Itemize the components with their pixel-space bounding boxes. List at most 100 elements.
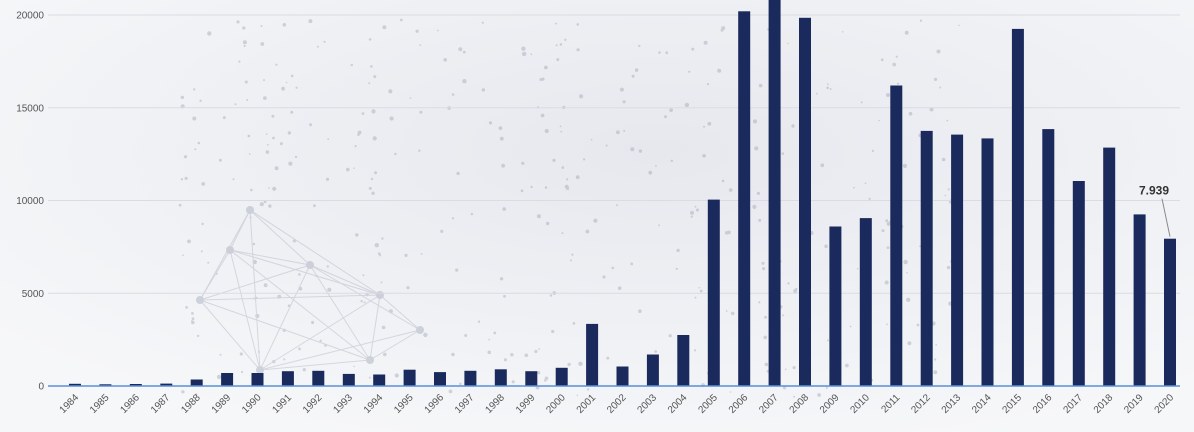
decor-dot (502, 207, 507, 211)
decor-dot (586, 388, 590, 391)
decor-dot (631, 74, 635, 78)
decor-link (199, 209, 251, 301)
decor-dot (829, 88, 832, 90)
decor-dot (944, 194, 947, 197)
decor-dot (902, 163, 908, 168)
decor-dot (694, 296, 697, 299)
decor-dot (292, 239, 296, 243)
decor-link (199, 264, 311, 301)
decor-dot (544, 376, 549, 381)
decor-dot (503, 294, 506, 298)
decor-dot (459, 382, 462, 386)
decor-dot (409, 97, 412, 99)
decor-dot (360, 300, 363, 303)
decor-dot (886, 323, 888, 326)
bar-2020 (1164, 238, 1176, 386)
decor-dot (593, 218, 598, 223)
decor-dot (406, 286, 410, 290)
decor-link (379, 294, 421, 331)
decor-dot (419, 110, 423, 114)
decor-dot (263, 283, 268, 288)
decor-dot (196, 334, 200, 338)
decor-dot (895, 55, 898, 58)
decor-dot (664, 115, 667, 119)
decor-dot (298, 347, 301, 351)
decor-dot (703, 40, 708, 45)
decor-dot (326, 265, 329, 268)
decor-dot (752, 119, 758, 124)
decor-dot (187, 239, 191, 244)
bar-1996 (434, 372, 446, 386)
decor-dot (698, 286, 701, 289)
decor-dot (350, 63, 353, 67)
decor-dot (232, 178, 235, 181)
decor-dot (853, 186, 855, 189)
decor-dot (781, 152, 785, 155)
decor-dot (868, 197, 871, 200)
decor-dot (551, 329, 555, 334)
decor-dot (182, 254, 184, 257)
decor-dot (267, 143, 269, 146)
decor-dot (544, 379, 547, 382)
decor-dot (864, 182, 867, 185)
decor-link (309, 264, 421, 331)
decor-dot (274, 166, 279, 171)
decor-dot (815, 92, 818, 95)
decor-dot (611, 266, 615, 270)
decor-dot (470, 212, 474, 216)
decor-link (249, 209, 311, 266)
decor-dot (191, 320, 193, 322)
decor-dot (885, 219, 889, 223)
decor-dot (841, 31, 844, 33)
decor-dot (941, 157, 946, 162)
decor-dot (311, 320, 315, 325)
decor-dot (694, 349, 697, 352)
decor-dot (725, 310, 728, 312)
decor-dot (721, 26, 726, 31)
bar-1997 (464, 370, 477, 386)
decor-dot (357, 130, 362, 135)
decor-dot (313, 204, 316, 208)
decor-dot (860, 101, 863, 104)
decor-dot (541, 77, 545, 81)
decor-dot (242, 40, 247, 45)
decor-dot (885, 92, 891, 98)
decor-dot (346, 167, 350, 172)
decor-dot (379, 254, 382, 257)
decor-dot (907, 341, 912, 346)
decor-link (369, 329, 421, 361)
decor-dot (298, 286, 303, 291)
decor-dot (394, 152, 397, 156)
decor-dot (555, 22, 558, 25)
decor-dot (197, 141, 201, 145)
decor-dot (756, 191, 761, 195)
bar-1987 (160, 383, 173, 386)
decor-dot (216, 374, 222, 380)
decor-node (226, 246, 234, 254)
decor-dot (884, 280, 889, 285)
decor-dot (272, 136, 275, 140)
decor-dot (363, 301, 366, 304)
decor-dot (566, 178, 569, 181)
decor-dot (252, 259, 257, 265)
bar-2019 (1133, 214, 1146, 386)
decor-dot (561, 232, 564, 235)
decor-dot (498, 126, 503, 130)
decor-dot (477, 320, 481, 323)
decor-dot (916, 323, 920, 327)
decor-dot (361, 112, 365, 115)
decor-dot (458, 47, 463, 52)
decor-dot (255, 296, 258, 300)
decor-dot (576, 394, 579, 397)
decor-dot (784, 368, 787, 371)
decor-dot (564, 184, 569, 189)
decor-dot (602, 275, 606, 279)
decor-dot (191, 312, 194, 315)
decor-link (229, 249, 381, 296)
decor-dot (699, 289, 703, 293)
decor-dot (782, 314, 785, 317)
decor-dot (370, 177, 374, 181)
decor-dot (362, 274, 365, 277)
decor-dot (283, 358, 286, 361)
decor-dot (355, 233, 359, 237)
